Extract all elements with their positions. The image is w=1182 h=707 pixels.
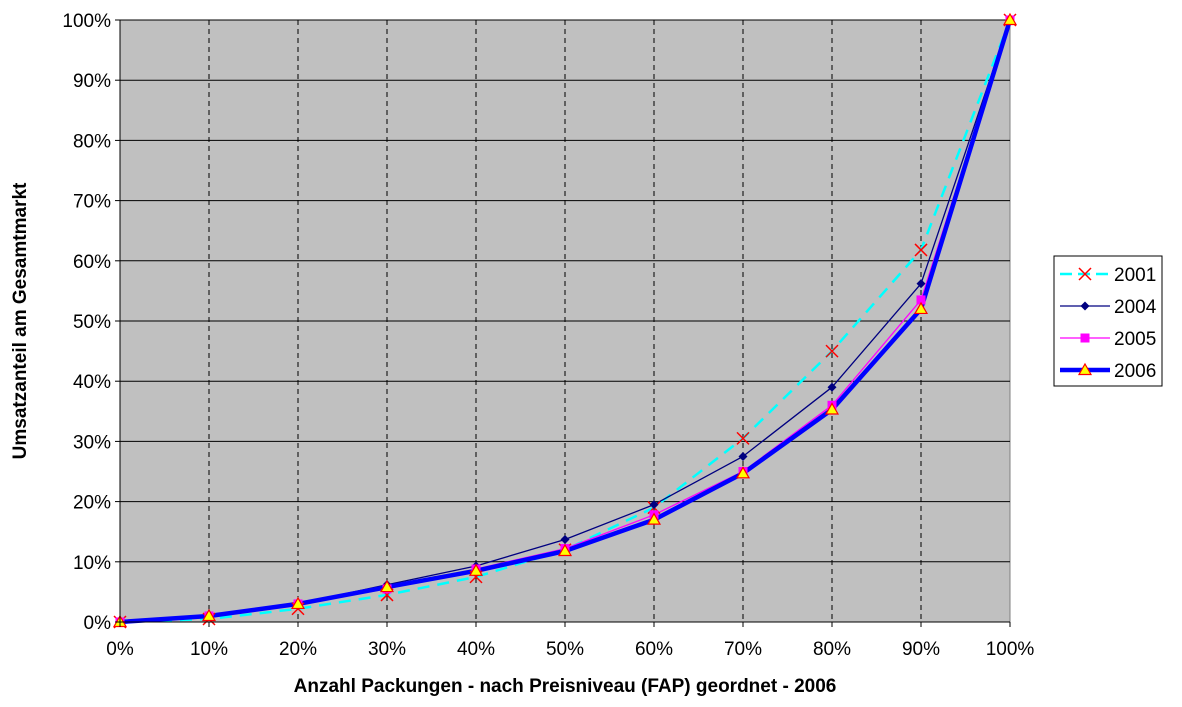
data-point-2001 xyxy=(825,344,839,358)
x-tick-label: 100% xyxy=(986,639,1035,660)
legend-label-2005: 2005 xyxy=(1114,329,1156,350)
y-tick-label: 70% xyxy=(73,192,111,213)
data-point-2006 xyxy=(468,563,484,576)
legend-marker-2001 xyxy=(1078,267,1092,281)
legend-box xyxy=(1053,255,1163,387)
data-point-2006 xyxy=(379,579,395,593)
x-tick-label: 70% xyxy=(724,639,762,660)
x-tick-label: 20% xyxy=(279,639,317,660)
y-tick-label: 40% xyxy=(73,372,111,393)
data-point-2004 xyxy=(649,500,659,510)
data-point-2006 xyxy=(201,608,217,622)
y-tick-label: 30% xyxy=(73,432,111,453)
x-tick-label: 80% xyxy=(813,639,851,660)
y-tick-label: 80% xyxy=(73,131,111,152)
y-axis-title: Umsatzanteil am Gesamtmarkt xyxy=(10,182,31,459)
legend-marker-2006 xyxy=(1077,362,1093,376)
data-point-2001 xyxy=(914,243,928,257)
data-point-2005 xyxy=(916,295,926,305)
x-tick-label: 40% xyxy=(457,639,495,660)
y-tick-label: 90% xyxy=(73,71,111,92)
legend-label-2006: 2006 xyxy=(1114,361,1156,382)
data-point-2006 xyxy=(913,301,929,315)
x-tick-label: 60% xyxy=(635,639,673,660)
y-tick-label: 60% xyxy=(73,252,111,273)
legend-marker-2005 xyxy=(1080,333,1090,343)
data-point-2004 xyxy=(916,279,926,289)
legend-label-2004: 2004 xyxy=(1114,297,1157,318)
data-point-2006 xyxy=(1002,12,1018,26)
data-point-2006 xyxy=(290,596,306,610)
y-tick-label: 100% xyxy=(62,11,111,32)
y-tick-label: 0% xyxy=(84,613,112,634)
data-point-2004 xyxy=(827,382,837,392)
data-point-2004 xyxy=(738,451,748,461)
data-point-2006 xyxy=(557,543,573,557)
legend: 2001 2004 2005 2006 xyxy=(1053,255,1163,387)
series-line-2001 xyxy=(119,19,1012,624)
x-tick-label: 10% xyxy=(190,639,228,660)
grid-lines xyxy=(120,19,1010,622)
legend-label-2001: 2001 xyxy=(1114,265,1156,286)
x-tick-label: 30% xyxy=(368,639,406,660)
data-point-2004 xyxy=(560,535,570,545)
data-point-2001 xyxy=(736,431,750,445)
x-tick-label: 50% xyxy=(546,639,584,660)
data-point-2006 xyxy=(824,402,840,415)
y-tick-label: 50% xyxy=(73,312,111,333)
x-tick-label: 0% xyxy=(106,639,134,660)
x-tick-label: 90% xyxy=(902,639,940,660)
y-tick-label: 10% xyxy=(73,553,111,574)
data-point-2006 xyxy=(735,466,751,479)
x-axis-title: Anzahl Packungen - nach Preisniveau (FAP… xyxy=(294,676,837,697)
y-tick-label: 20% xyxy=(73,493,111,514)
legend-marker-2004 xyxy=(1080,301,1090,311)
data-point-2006 xyxy=(646,512,662,525)
tick-labels: 0% 10% 20% 30% 40% 50% 60% 70% 80% 90% 100% 0% 10% 20… xyxy=(62,11,1034,660)
